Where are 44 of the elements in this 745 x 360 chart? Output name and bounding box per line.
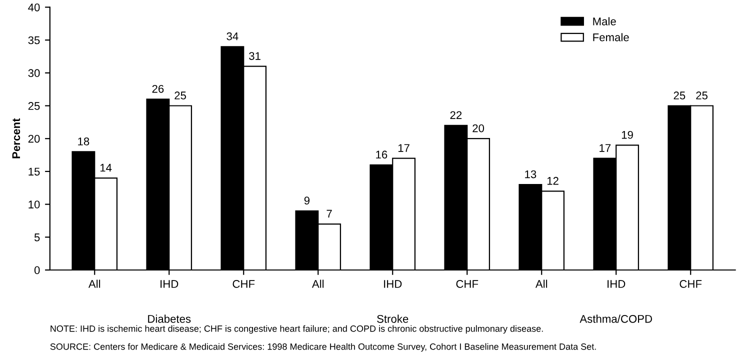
x-tick-label: All bbox=[535, 280, 548, 288]
data-label: 26 bbox=[152, 84, 164, 93]
data-label: 18 bbox=[78, 138, 90, 146]
x-tick-label: IHD bbox=[160, 280, 178, 288]
data-label: 16 bbox=[376, 150, 388, 159]
data-label: 19 bbox=[622, 130, 633, 139]
data-label: 13 bbox=[525, 170, 536, 178]
data-label: 17 bbox=[600, 144, 611, 152]
legend-label: Female bbox=[593, 33, 629, 42]
x-tick-label: IHD bbox=[608, 280, 626, 288]
x-tick-label: IHD bbox=[384, 280, 402, 288]
text: Asthma/COPD bbox=[580, 314, 652, 323]
data-label: 20 bbox=[472, 124, 484, 132]
data-label: 25 bbox=[696, 92, 708, 100]
data-label: 34 bbox=[226, 32, 238, 40]
y-tick-label: 35 bbox=[28, 36, 40, 44]
text: NOTE: IHD is ischemic heart disease; CHF is congestive heart failure; and COPD is chronic obstructive pulmonary disease. bbox=[50, 325, 543, 334]
x-tick-label: All bbox=[312, 280, 324, 288]
y-tick-label: 40 bbox=[28, 3, 40, 12]
data-label: 12 bbox=[547, 176, 558, 185]
y-tick-label: 30 bbox=[28, 69, 40, 78]
y-axis-title: Percent bbox=[12, 118, 20, 158]
data-label: 17 bbox=[398, 144, 410, 152]
source-note: SOURCE: Centers for Medicare & Medicaid Services: 1998 Medicare Health Outcome Survey, Cohort I Baseline Measurement Data Set. bbox=[50, 343, 596, 352]
x-tick-label: CHF bbox=[456, 280, 478, 288]
data-label: 22 bbox=[450, 111, 462, 119]
x-tick-label: All bbox=[88, 280, 100, 288]
y-tick-label: 15 bbox=[28, 168, 40, 176]
y-tick-label: 25 bbox=[28, 102, 40, 110]
x-tick-label: CHF bbox=[680, 280, 702, 288]
legend-label: Male bbox=[593, 17, 616, 26]
data-label: 9 bbox=[304, 196, 310, 205]
y-tick-label: 20 bbox=[28, 134, 40, 143]
data-label: 31 bbox=[249, 52, 260, 60]
data-label: 25 bbox=[174, 92, 186, 100]
data-label: 14 bbox=[100, 164, 112, 172]
data-label: 25 bbox=[674, 92, 686, 100]
x-tick-label: CHF bbox=[232, 280, 255, 288]
data-label: 7 bbox=[326, 210, 332, 218]
text: Stroke bbox=[377, 314, 408, 323]
y-tick-label: 0 bbox=[34, 266, 40, 274]
y-tick-label: 5 bbox=[34, 234, 40, 242]
text: Diabetes bbox=[148, 314, 191, 323]
y-tick-label: 10 bbox=[28, 200, 40, 208]
